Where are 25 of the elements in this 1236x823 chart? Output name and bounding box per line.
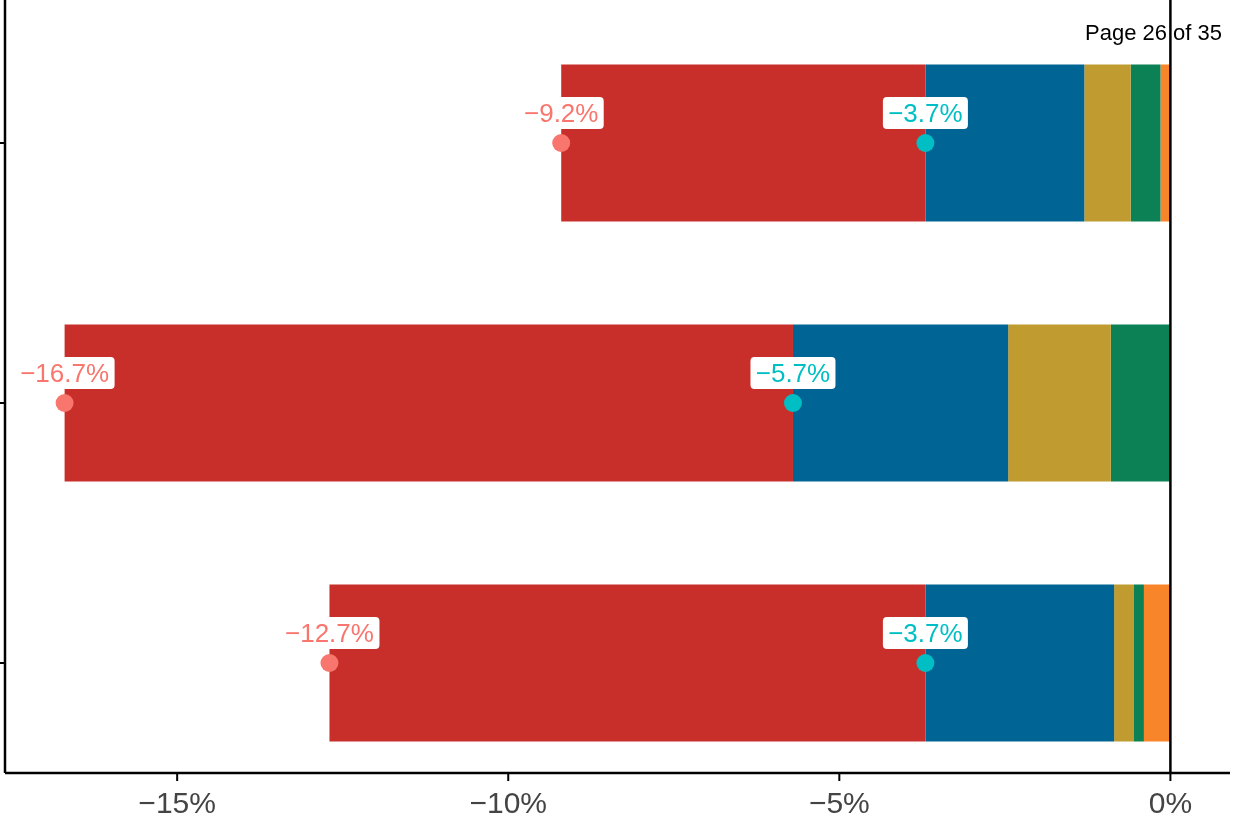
data-label: −3.7% [888,98,963,128]
data-label: −12.7% [285,618,374,648]
point [552,134,571,152]
bar [1008,324,1111,482]
annotation: Page 26 of 35 [1084,20,1222,45]
bar [1114,584,1134,742]
x-tick-label: −15% [138,786,216,819]
data-label: −3.7% [888,618,963,648]
point [320,654,339,672]
data-label: −16.7% [20,358,110,388]
x-tick-label: 0% [1148,786,1193,819]
bar [1130,64,1161,222]
x-tick-label: −5% [808,786,870,819]
point [916,654,935,672]
bar [1084,64,1131,222]
point [783,394,802,412]
data-label: −9.2% [523,98,599,128]
bar [1133,584,1144,742]
x-tick-label: −10% [469,786,548,819]
data-label: −5.7% [755,358,831,388]
point [55,394,74,412]
bar [1110,324,1171,482]
bar [1160,64,1171,222]
bar [1143,584,1171,742]
point [916,134,935,152]
